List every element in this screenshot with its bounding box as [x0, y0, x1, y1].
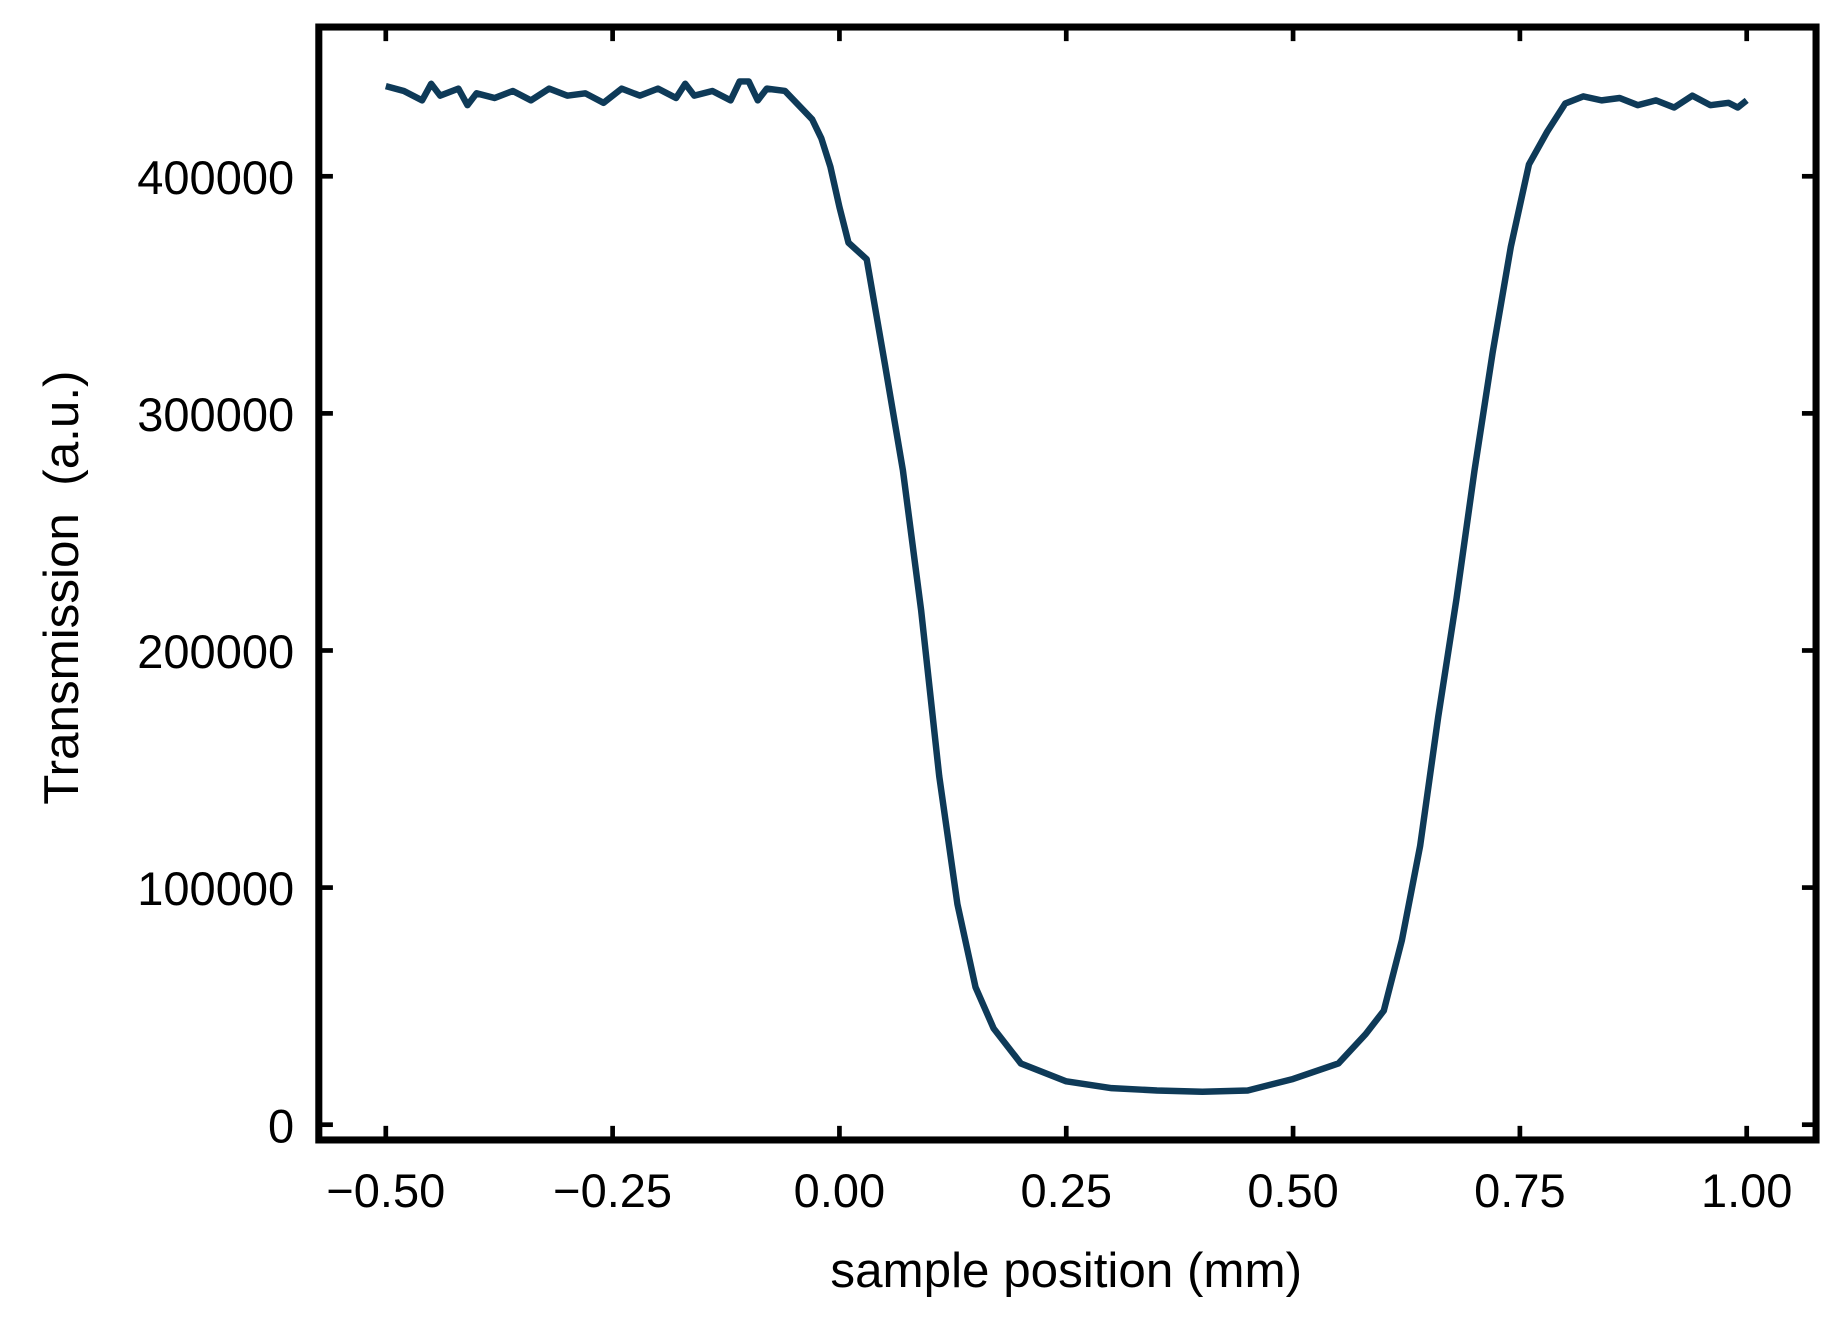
- y-tick-label: 100000: [137, 862, 294, 915]
- x-axis-label: sample position (mm): [830, 1243, 1302, 1298]
- axes-frame: [315, 23, 1820, 1144]
- x-tick-label: 0.75: [1474, 1164, 1565, 1217]
- y-tick-label: 400000: [137, 151, 294, 204]
- x-tick-label: 0.50: [1247, 1164, 1338, 1217]
- x-tick-label: 0.25: [1021, 1164, 1112, 1217]
- x-tick-label: 1.00: [1701, 1164, 1792, 1217]
- y-tick-label: 200000: [137, 625, 294, 678]
- x-tick-label: −0.25: [553, 1164, 672, 1217]
- x-tick-label: 0.00: [794, 1164, 885, 1217]
- y-tick-label: 300000: [137, 388, 294, 441]
- y-tick-label: 0: [268, 1099, 294, 1152]
- y-axis-label: Transmission (a.u.): [34, 371, 89, 805]
- x-tick-label: −0.50: [326, 1164, 445, 1217]
- series-line: [384, 78, 1749, 1096]
